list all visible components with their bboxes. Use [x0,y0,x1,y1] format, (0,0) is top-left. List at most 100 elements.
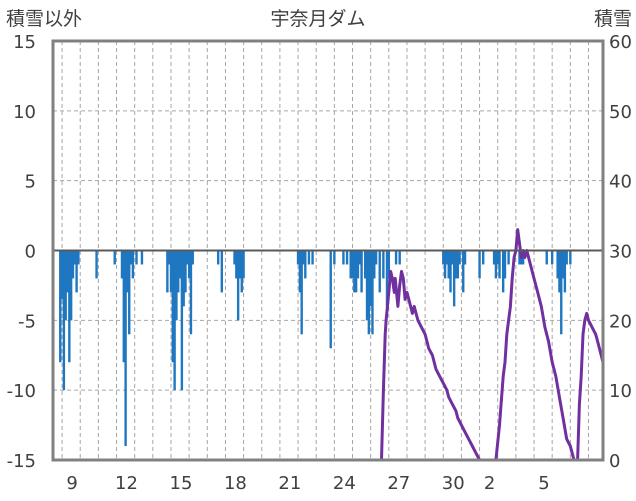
x-tick-label: 9 [66,473,77,494]
bar [342,250,345,265]
bar [304,250,307,279]
bar [367,250,371,335]
bar [113,250,116,265]
bar [550,250,554,265]
bar [445,250,449,265]
bar [378,250,381,293]
bar [233,250,236,265]
bar [385,250,389,307]
bar [220,250,224,293]
bar [135,250,138,265]
bar [71,250,75,279]
plot-border [51,39,605,462]
right-tick-label: 50 [609,102,632,123]
left-axis-label: 積雪以外 [6,8,82,30]
bar [518,250,521,265]
bar [442,250,445,265]
bar [124,250,127,447]
axes [51,39,605,462]
bar [191,250,194,265]
bar [351,250,354,279]
bar [169,250,173,293]
bar [463,250,467,265]
bar [345,250,349,265]
bar [365,250,369,321]
bar [120,250,124,279]
bar [364,250,367,279]
bar [296,250,300,265]
bar [300,250,303,335]
right-tick-label: 60 [609,32,632,53]
bar [558,250,561,293]
bar [456,250,459,279]
bar [498,250,501,279]
bar [302,250,305,265]
bar [494,250,498,279]
bar [462,250,465,293]
x-tick-label: 2 [484,473,495,494]
bar [182,250,185,307]
bar [186,250,189,265]
bar [242,250,245,279]
x-tick-label: 27 [387,473,410,494]
bar [449,250,452,293]
left-tick-label: 5 [25,172,36,193]
bar [560,250,563,335]
left-tick-label: 15 [13,32,36,53]
bar [458,250,461,265]
x-tick-label: 30 [442,473,465,494]
bar [454,250,458,279]
bar [140,250,144,265]
left-tick-label: -10 [7,381,36,402]
right-axis-label: 積雪 [594,8,632,30]
right-tick-label: 20 [609,311,632,332]
line-series [53,228,605,462]
bar [129,250,133,265]
bar [451,250,454,265]
left-tick-label: 10 [13,102,36,123]
bar [126,250,129,293]
bar [62,250,66,391]
x-tick-label: 15 [170,473,193,494]
bar [353,250,356,293]
bar [307,250,311,265]
bar [394,250,398,265]
bar [180,250,184,391]
bar [569,250,572,265]
bar [374,250,378,265]
bar [443,250,447,279]
bar [240,250,243,293]
bar [503,250,507,279]
chart-title: 宇奈月ダム [270,8,365,30]
bar [478,250,481,279]
bar [216,250,220,265]
right-tick-label: 30 [609,242,632,263]
bar [236,250,240,321]
x-tick-label: 5 [538,473,549,494]
bar [177,250,180,293]
right-tick-label: 0 [609,451,620,472]
bar [68,250,71,363]
bar [565,250,568,265]
snow-depth-line [53,228,605,462]
bar [373,250,376,279]
bar [329,250,332,349]
bar [333,250,336,265]
left-tick-label: 0 [25,242,36,263]
bar [64,250,67,321]
bar [496,250,499,265]
bar [238,250,242,279]
x-tick-label: 18 [224,473,247,494]
bar [369,250,372,307]
bar [166,250,169,293]
bar [175,250,178,321]
bar [77,250,80,265]
bar [184,250,187,293]
bar [95,250,98,279]
bar [360,250,363,293]
bar [354,250,358,293]
bar [128,250,131,335]
bar [358,250,361,265]
bar [507,250,510,265]
bar [356,250,360,279]
